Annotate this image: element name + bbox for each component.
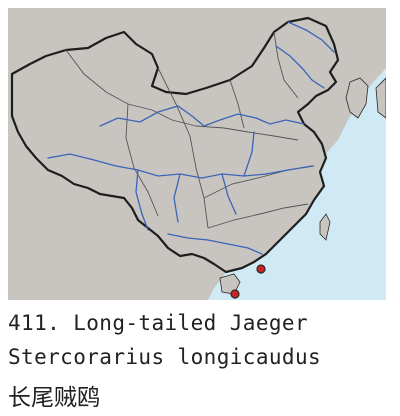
- caption-common-name: 411. Long-tailed Jaeger: [8, 311, 308, 335]
- tributary-1: [135, 169, 149, 231]
- map-svg: [8, 8, 386, 300]
- caption-chinese-name: 长尾贼鸥: [8, 385, 100, 411]
- caption-scientific-name: Stercorarius longicaudus: [8, 345, 322, 369]
- province-boundaries: [65, 31, 315, 229]
- northeast-river: [275, 45, 325, 89]
- range-map: [8, 8, 386, 300]
- hainan-island: [219, 273, 241, 295]
- tributary-2: [221, 173, 237, 215]
- pearl-river: [167, 233, 263, 255]
- taiwan-island: [319, 213, 331, 241]
- tributary-4: [243, 131, 255, 177]
- heilong-river: [287, 21, 335, 53]
- record-dot-hainan: [230, 289, 240, 299]
- record-dot-hongkong: [256, 264, 266, 274]
- tributary-3: [173, 173, 181, 223]
- yellow-river: [99, 105, 305, 127]
- korean-peninsula: [345, 77, 369, 119]
- japan-islands: [375, 77, 386, 119]
- rivers: [47, 21, 335, 255]
